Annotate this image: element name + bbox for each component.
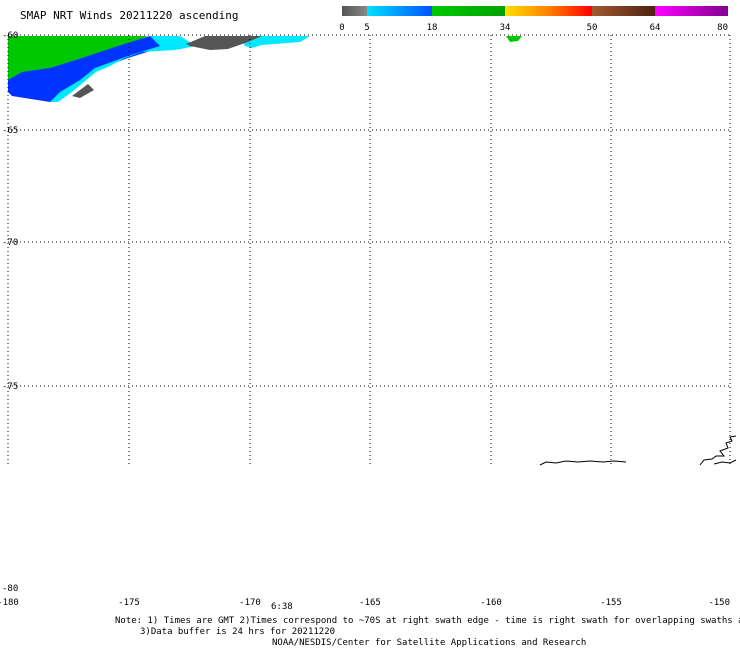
lon-label-minus180: -180 [0,598,19,608]
lat-label-minus60: -60 [2,31,18,41]
time-label: 6:38 [271,602,293,612]
colorbar-tick-5: 5 [364,23,369,33]
colorbar-segment-gale [505,6,592,16]
colorbar-tick-50: 50 [587,23,598,33]
colorbar-segment-hurricane [655,6,728,16]
swath-gray-region [186,36,262,50]
note-line-3: NOAA/NESDIS/Center for Satellite Applica… [272,638,587,648]
lon-label-minus165: -165 [359,598,381,608]
swath-cyan-region [50,36,196,102]
swath-cyan-region-2 [240,36,310,48]
colorbar-segment-calm [342,6,367,16]
colorbar-tick-64: 64 [650,23,661,33]
colorbar-tick-80: 80 [717,23,728,33]
lat-label-minus65: -65 [2,126,18,136]
colorbar-segment-low [367,6,432,16]
colorbar-segment-storm [592,6,655,16]
wind-swath [8,36,522,102]
lon-label-minus175: -175 [118,598,140,608]
wind-speed-colorbar: 0 5 18 34 50 64 80 [339,6,728,33]
lon-label-minus155: -155 [600,598,622,608]
colorbar-segment-moderate [432,6,505,16]
lon-label-minus170: -170 [239,598,261,608]
lat-label-minus80: -80 [2,584,18,594]
note-line-2: 3)Data buffer is 24 hrs for 20211220 [140,627,336,637]
swath-gray-region-2 [72,84,94,98]
colorbar-tick-18: 18 [427,23,438,33]
swath-green-spot [506,36,522,42]
lat-label-minus70: -70 [2,238,18,248]
map-title: SMAP NRT Winds 20211220 ascending [20,9,239,22]
colorbar-tick-34: 34 [500,23,511,33]
lon-label-minus160: -160 [480,598,502,608]
lon-label-minus150: -150 [708,598,730,608]
swath-blue-region [8,36,168,102]
coastline [539,435,737,466]
map-grid [7,34,731,465]
note-line-1: Note: 1) Times are GMT 2)Times correspon… [115,616,740,626]
colorbar-tick-0: 0 [339,23,344,33]
lat-label-minus75: -75 [2,382,18,392]
